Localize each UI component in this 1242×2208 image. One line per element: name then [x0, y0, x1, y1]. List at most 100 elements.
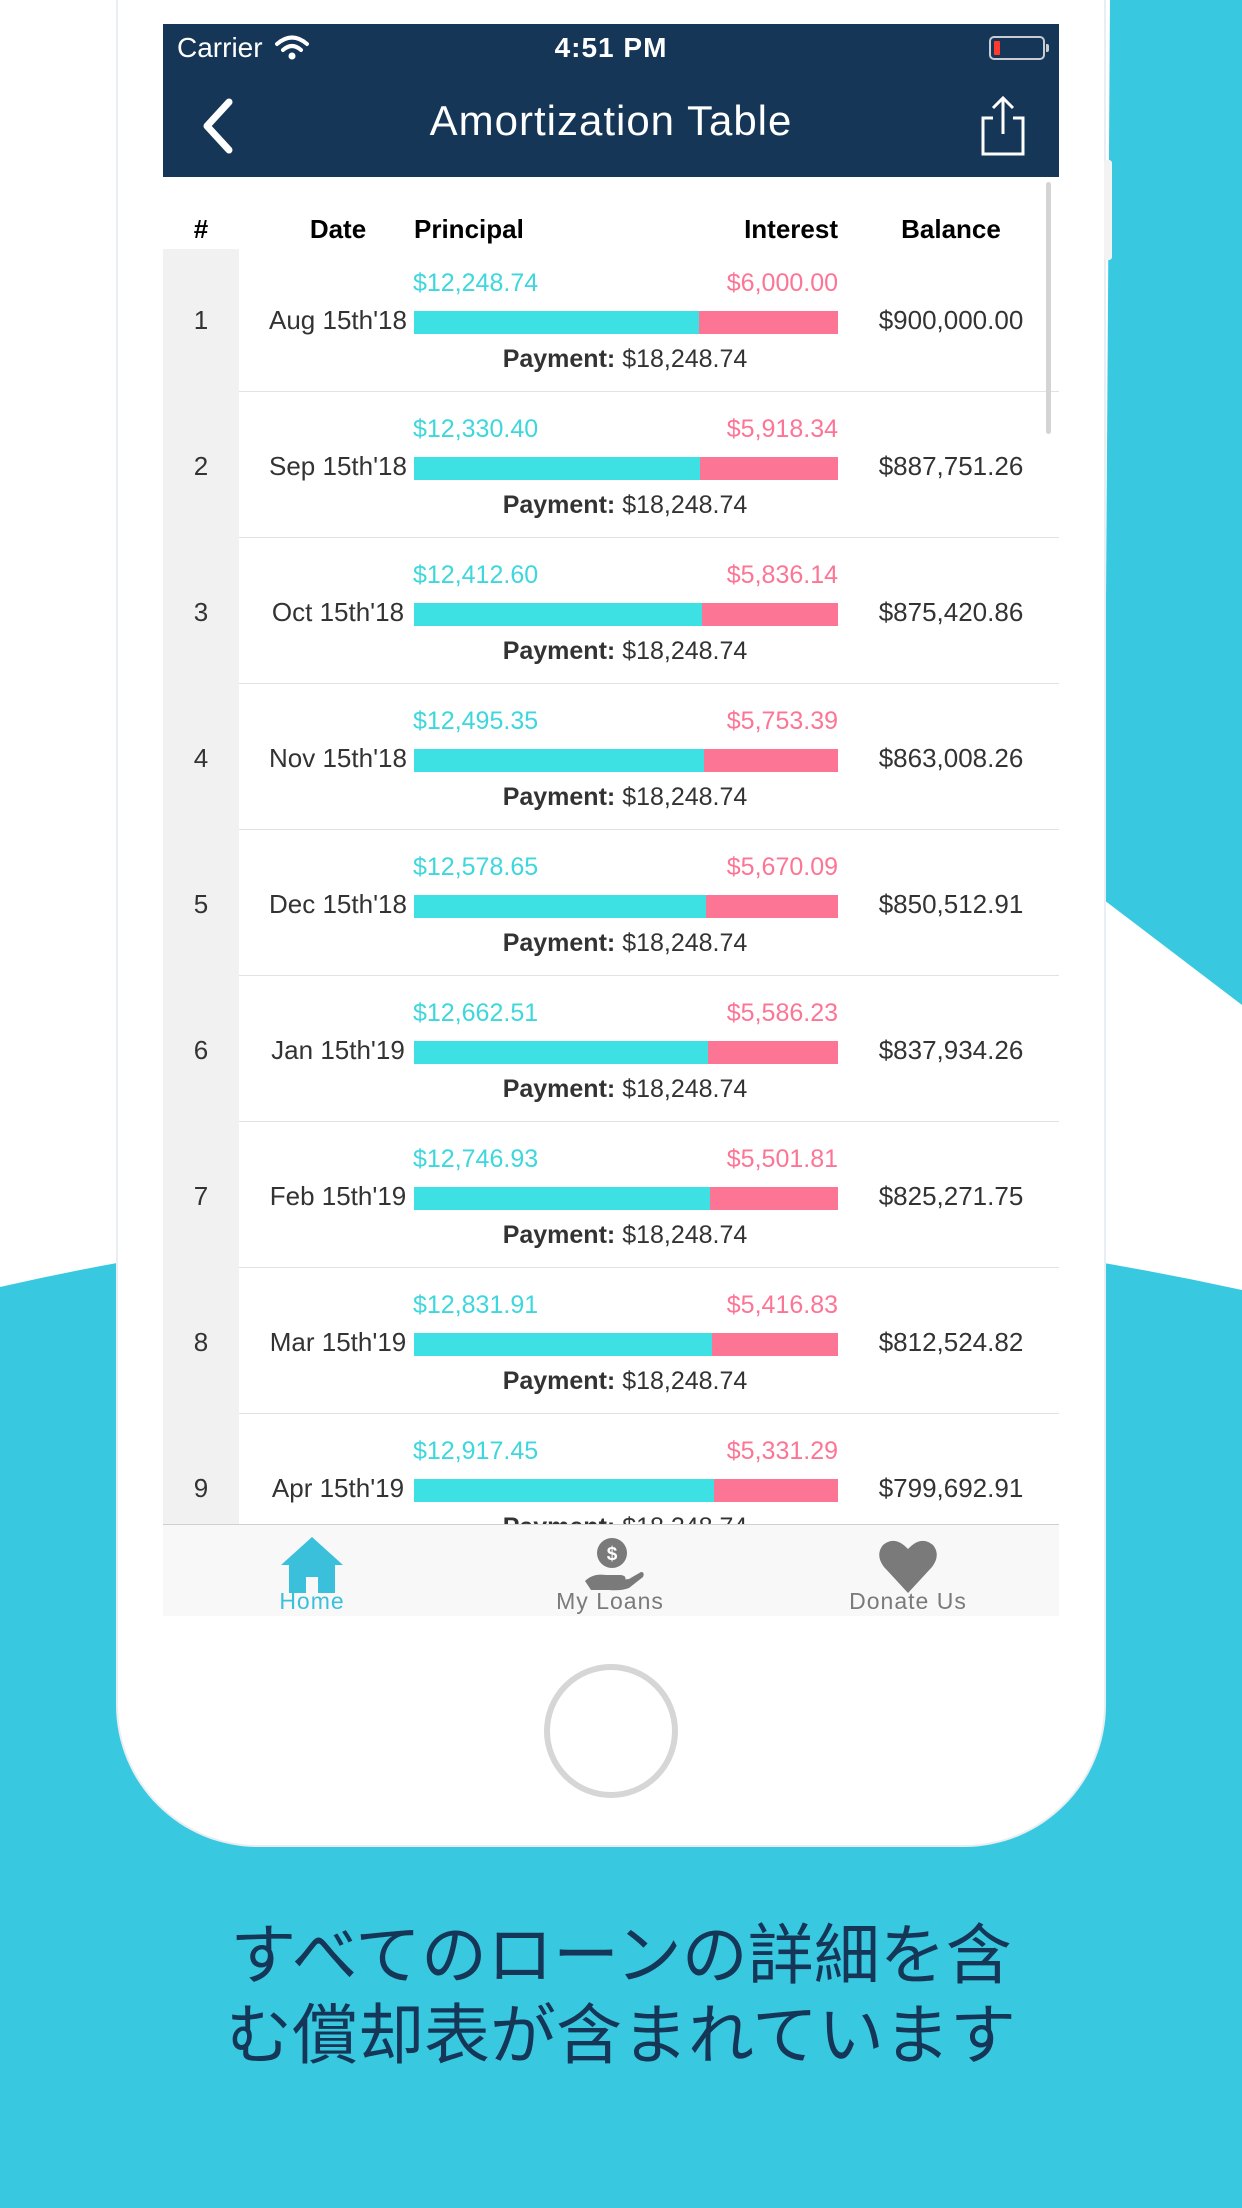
- tab-donate-us[interactable]: Donate Us: [759, 1525, 1057, 1616]
- row-interest: $5,586.23: [726, 999, 838, 1027]
- row-date: Dec 15th'18: [269, 889, 407, 919]
- table-row[interactable]: 7 Feb 15th'19 $12,746.93 $5,501.81 Payment: …: [163, 1125, 1059, 1268]
- table-row[interactable]: 3 Oct 15th'18 $12,412.60 $5,836.14 Payment: …: [163, 541, 1059, 684]
- table-row[interactable]: 9 Apr 15th'19 $12,917.45 $5,331.29 Payment: …: [163, 1417, 1059, 1524]
- share-button[interactable]: [975, 94, 1031, 158]
- row-divider: [239, 829, 1059, 830]
- row-principal: $12,746.93: [413, 1145, 539, 1173]
- row-divider: [239, 1267, 1059, 1268]
- row-date: Aug 15th'18: [269, 305, 407, 335]
- principal-interest-bar: [414, 1041, 838, 1064]
- principal-interest-bar: [414, 895, 838, 918]
- table-row[interactable]: 6 Jan 15th'19 $12,662.51 $5,586.23 Payment: …: [163, 979, 1059, 1122]
- row-divider: [239, 1121, 1059, 1122]
- row-payment: Payment: $18,248.74: [413, 1221, 837, 1250]
- caption-line-1: すべてのローンの詳細を含: [230, 1917, 1012, 1994]
- row-principal: $12,248.74: [413, 269, 539, 297]
- payment-value: $18,248.74: [622, 1075, 748, 1103]
- principal-fill: [414, 457, 701, 480]
- header-date: Date: [309, 214, 367, 244]
- row-interest: $5,670.09: [726, 853, 838, 881]
- row-principal: $12,495.35: [413, 707, 539, 735]
- principal-fill: [414, 1479, 715, 1502]
- tab-bar: Home $ My Loans Donate Us: [163, 1524, 1059, 1616]
- payment-label: Payment:: [502, 637, 616, 665]
- wifi-icon: [274, 35, 309, 60]
- row-interest: $5,753.39: [726, 707, 838, 735]
- payment-value: $18,248.74: [622, 637, 748, 665]
- row-payment: Payment: $18,248.74: [413, 345, 837, 374]
- table-row[interactable]: 2 Sep 15th'18 $12,330.40 $5,918.34 Payment: …: [163, 395, 1059, 538]
- row-number: 3: [193, 597, 209, 627]
- row-date: Sep 15th'18: [269, 451, 407, 481]
- row-principal: $12,917.45: [413, 1437, 539, 1465]
- row-principal: $12,412.60: [413, 561, 539, 589]
- table-row[interactable]: 5 Dec 15th'18 $12,578.65 $5,670.09 Payment: …: [163, 833, 1059, 976]
- header-principal: Principal: [414, 214, 524, 244]
- row-divider: [239, 975, 1059, 976]
- home-icon: [281, 1537, 343, 1593]
- payment-value: $18,248.74: [622, 1367, 748, 1395]
- row-interest: $5,918.34: [726, 415, 838, 443]
- row-date: Feb 15th'19: [269, 1181, 407, 1211]
- principal-interest-bar: [414, 749, 838, 772]
- row-date: Jan 15th'19: [271, 1035, 405, 1065]
- table-row[interactable]: 4 Nov 15th'18 $12,495.35 $5,753.39 Payment: …: [163, 687, 1059, 830]
- carrier-info: Carrier: [177, 32, 309, 64]
- heart-icon: [879, 1540, 937, 1593]
- principal-interest-bar: [414, 1333, 838, 1356]
- row-balance: $812,524.82: [878, 1327, 1024, 1357]
- principal-interest-bar: [414, 311, 838, 334]
- amortization-table[interactable]: 1 Aug 15th'18 $12,248.74 $6,000.00 Payment: …: [163, 249, 1059, 1524]
- payment-label: Payment:: [502, 783, 616, 811]
- row-number: 2: [193, 451, 209, 481]
- table-row[interactable]: 8 Mar 15th'19 $12,831.91 $5,416.83 Payment: …: [163, 1271, 1059, 1414]
- row-payment: Payment: $18,248.74: [413, 491, 837, 520]
- row-balance: $875,420.86: [878, 597, 1024, 627]
- app-screen: Carrier 4:51 PM Amortization Table: [163, 24, 1059, 1616]
- row-balance: $900,000.00: [878, 305, 1024, 335]
- principal-fill: [414, 311, 699, 334]
- tab-home[interactable]: Home: [163, 1525, 461, 1616]
- row-divider: [239, 537, 1059, 538]
- row-payment: Payment: $18,248.74: [413, 929, 837, 958]
- phone-home-button[interactable]: [544, 1664, 678, 1798]
- table-row[interactable]: 1 Aug 15th'18 $12,248.74 $6,000.00 Payment: …: [163, 249, 1059, 392]
- tab-my-loans[interactable]: $ My Loans: [461, 1525, 759, 1616]
- row-payment: Payment: $18,248.74: [413, 637, 837, 666]
- row-balance: $863,008.26: [878, 743, 1024, 773]
- principal-fill: [414, 1333, 713, 1356]
- header-index: #: [193, 214, 209, 244]
- carrier-label: Carrier: [177, 32, 263, 63]
- back-button[interactable]: [191, 94, 251, 158]
- payment-label: Payment:: [502, 345, 616, 373]
- row-number: 4: [193, 743, 209, 773]
- svg-text:$: $: [607, 1544, 618, 1565]
- row-date: Nov 15th'18: [269, 743, 407, 773]
- principal-fill: [414, 603, 703, 626]
- principal-interest-bar: [414, 1479, 838, 1502]
- row-number: 9: [193, 1473, 209, 1503]
- navigation-bar: Carrier 4:51 PM Amortization Table: [163, 24, 1059, 177]
- payment-label: Payment:: [502, 929, 616, 957]
- promo-caption: すべてのローンの詳細を含 む償却表が含まれています: [0, 1916, 1242, 2076]
- row-interest: $5,416.83: [726, 1291, 838, 1319]
- payment-label: Payment:: [502, 1075, 616, 1103]
- header-interest: Interest: [744, 214, 838, 244]
- row-interest: $5,836.14: [726, 561, 838, 589]
- payment-value: $18,248.74: [622, 345, 748, 373]
- payment-value: $18,248.74: [622, 491, 748, 519]
- row-number: 5: [193, 889, 209, 919]
- index-column: [163, 249, 239, 1524]
- row-number: 6: [193, 1035, 209, 1065]
- tab-home-label: Home: [279, 1588, 345, 1614]
- header-balance: Balance: [901, 214, 1001, 244]
- row-divider: [239, 683, 1059, 684]
- row-divider: [239, 1413, 1059, 1414]
- row-payment: Payment: $18,248.74: [413, 783, 837, 812]
- battery-icon: [989, 36, 1049, 60]
- principal-fill: [414, 1041, 709, 1064]
- scroll-indicator[interactable]: [1046, 182, 1051, 434]
- principal-fill: [414, 1187, 711, 1210]
- row-divider: [239, 391, 1059, 392]
